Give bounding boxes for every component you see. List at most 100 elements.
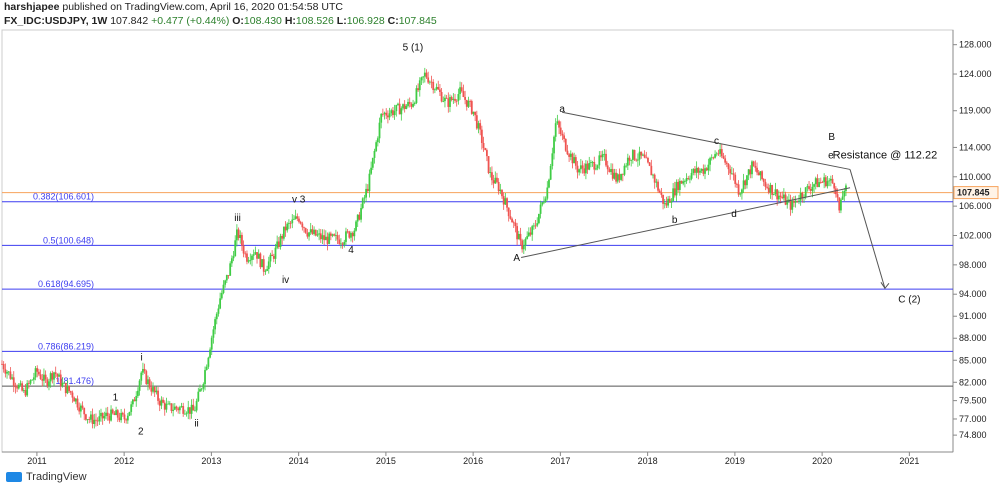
- candle-body: [257, 253, 260, 259]
- candle-body: [63, 382, 65, 384]
- candle-body: [695, 167, 698, 173]
- candle-body: [207, 357, 210, 367]
- candle-body: [247, 260, 250, 262]
- candle-body: [836, 194, 839, 198]
- candle-body: [761, 171, 763, 180]
- candle-body: [350, 233, 352, 238]
- high-label: H:: [284, 15, 296, 27]
- candle-body: [548, 179, 550, 188]
- wave-label: b: [672, 215, 678, 226]
- tradingview-brand[interactable]: TradingView: [26, 471, 87, 483]
- candle-body: [677, 181, 680, 190]
- candle-body: [556, 121, 559, 124]
- candle-body: [412, 103, 414, 107]
- candle-body: [274, 247, 277, 259]
- candle-body: [470, 101, 473, 114]
- candle-body: [309, 229, 312, 233]
- candle-body: [190, 404, 193, 414]
- candle-body: [553, 136, 555, 154]
- candle-body: [163, 402, 166, 410]
- candle-body: [9, 371, 12, 379]
- candle-body: [204, 370, 206, 385]
- candle-body: [215, 313, 218, 320]
- candle-body: [185, 413, 188, 415]
- candle-body: [64, 382, 67, 394]
- candle-body: [462, 91, 465, 97]
- candle-body: [568, 154, 571, 157]
- candle-body: [242, 245, 245, 254]
- candle-body: [719, 149, 722, 154]
- candle-body: [475, 115, 478, 129]
- candle-body: [714, 154, 716, 158]
- fib-label: 0.618(94.695): [38, 279, 94, 289]
- candle-body: [841, 196, 844, 200]
- candle-body: [749, 169, 752, 175]
- candle-body: [579, 165, 582, 170]
- candle-body: [78, 407, 81, 412]
- candle-body: [397, 103, 399, 105]
- candle-body: [485, 150, 488, 157]
- candle-body: [27, 383, 30, 384]
- candle-body: [281, 235, 284, 239]
- candle-body: [235, 229, 238, 241]
- candle-body: [583, 168, 586, 174]
- y-tick-label: 79.500: [959, 396, 987, 406]
- candle-body: [828, 180, 831, 182]
- publish-line: harshjapee published on TradingView.com,…: [4, 1, 343, 13]
- candle-body: [521, 240, 524, 250]
- fib-label: 1(81.476): [55, 376, 94, 386]
- candle-body: [474, 111, 477, 116]
- candle-body: [195, 401, 198, 411]
- candle-body: [158, 400, 161, 406]
- candle-body: [432, 81, 435, 90]
- candle-body: [809, 188, 812, 191]
- candle-body: [333, 234, 336, 236]
- candle-body: [14, 385, 17, 388]
- candle-body: [517, 233, 520, 240]
- candle-body: [222, 284, 225, 293]
- candle-body: [442, 101, 445, 102]
- candle-body: [774, 189, 777, 195]
- x-tick-label: 2015: [376, 456, 396, 466]
- author-name[interactable]: harshjapee: [4, 1, 60, 13]
- candle-body: [345, 231, 347, 242]
- candle-body: [393, 111, 396, 116]
- candle-body: [86, 419, 89, 420]
- candle-body: [214, 319, 216, 330]
- candle-body: [41, 379, 44, 381]
- candle-body: [66, 385, 69, 394]
- candle-body: [522, 245, 525, 250]
- candle-body: [334, 235, 337, 236]
- y-tick-label: 94.000: [959, 289, 987, 299]
- candle-body: [68, 385, 71, 392]
- x-tick-label: 2016: [463, 456, 483, 466]
- candle-body: [482, 142, 485, 148]
- trendline: [562, 111, 851, 170]
- candle-body: [779, 195, 782, 197]
- open-value: 108.430: [243, 15, 282, 27]
- y-tick-label: 124.000: [959, 69, 992, 79]
- wave-label: a: [559, 104, 565, 115]
- candle-body: [435, 86, 438, 90]
- candle-body: [826, 181, 829, 187]
- candle-body: [353, 230, 356, 237]
- symbol-name[interactable]: FX_IDC:USDJPY, 1W: [4, 15, 108, 27]
- wave-label: 1: [113, 393, 119, 404]
- candle-body: [452, 98, 455, 100]
- candle-body: [177, 408, 180, 411]
- candle-body: [709, 158, 711, 165]
- candle-body: [727, 163, 730, 170]
- candle-body: [43, 374, 45, 381]
- tradingview-logo-icon: [6, 472, 22, 482]
- candle-body: [643, 154, 646, 158]
- candle-body: [428, 81, 431, 83]
- candle-body: [700, 168, 703, 171]
- candle-body: [194, 410, 196, 412]
- y-tick-label: 119.000: [959, 106, 991, 116]
- candle-body: [229, 263, 232, 276]
- candle-body: [675, 181, 678, 196]
- candle-body: [722, 156, 725, 159]
- candle-body: [200, 388, 203, 390]
- candle-body: [361, 198, 364, 209]
